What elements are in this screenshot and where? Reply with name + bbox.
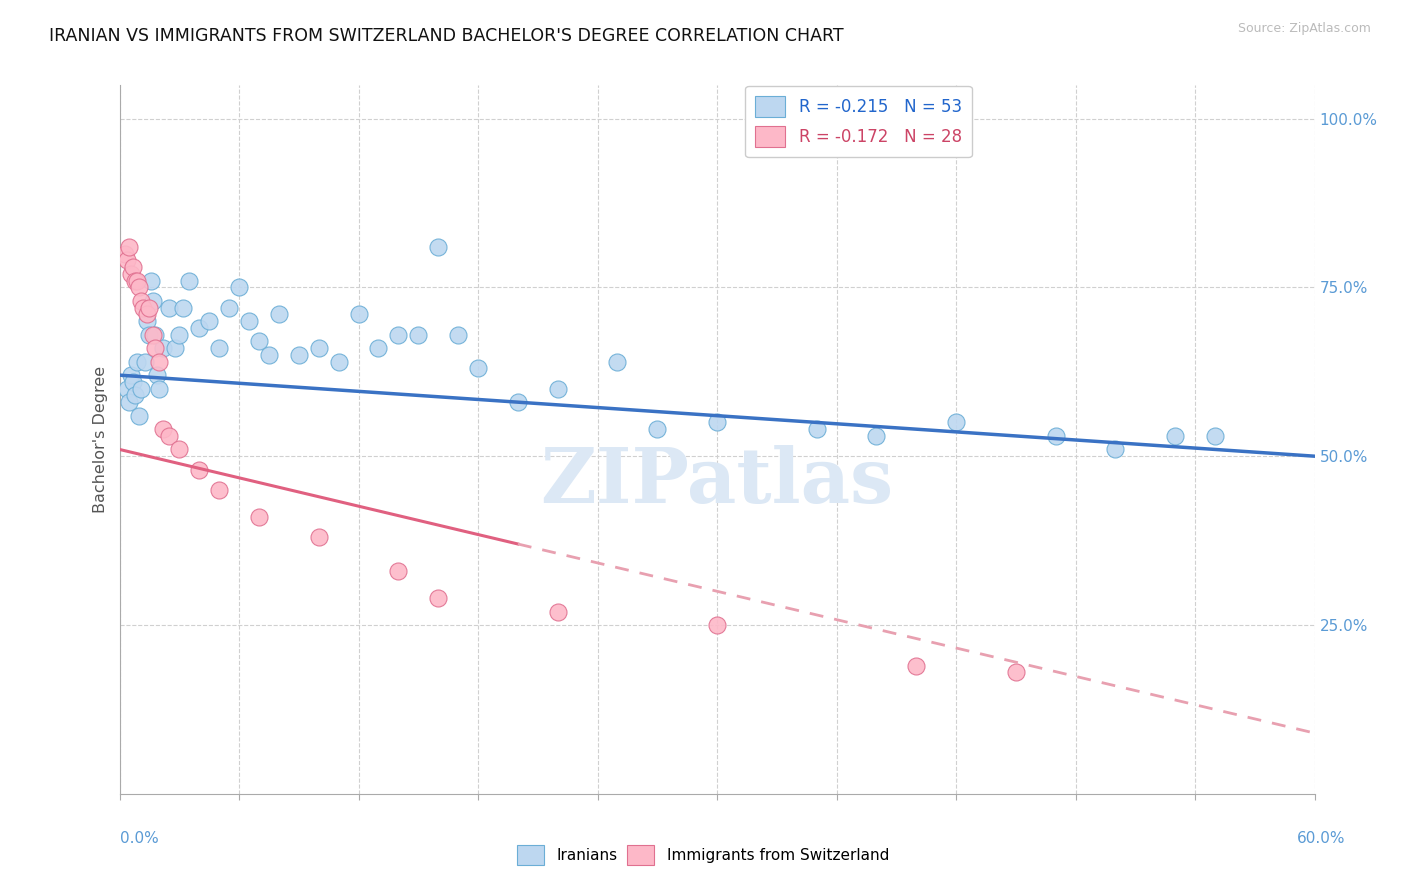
Point [1005, 665, 1028, 680]
Point [387, 327, 409, 342]
Point [347, 307, 370, 321]
Text: 60.0%: 60.0% [1298, 831, 1346, 846]
Point [121, 267, 143, 281]
Point [136, 307, 159, 321]
Legend: R = -0.215   N = 53, R = -0.172   N = 28: R = -0.215 N = 53, R = -0.172 N = 28 [745, 86, 972, 157]
Point [427, 591, 450, 605]
Point [1164, 429, 1187, 443]
Text: ZIPatlas: ZIPatlas [540, 445, 894, 519]
Point [145, 327, 166, 342]
Point [114, 246, 136, 260]
Point [131, 293, 153, 308]
Point [136, 314, 159, 328]
Point [208, 483, 231, 497]
Point [308, 530, 330, 544]
Point [131, 382, 153, 396]
Point [118, 395, 141, 409]
Point [547, 605, 569, 619]
Text: 0.0%: 0.0% [120, 831, 159, 846]
Point [267, 307, 290, 321]
Point [188, 463, 211, 477]
Point [308, 341, 330, 355]
Point [208, 341, 231, 355]
Point [547, 382, 569, 396]
Point [1045, 429, 1067, 443]
Point [169, 327, 191, 342]
Point [138, 327, 160, 342]
Point [367, 341, 389, 355]
Point [148, 382, 170, 396]
Point [647, 422, 669, 436]
Point [179, 274, 201, 288]
Point [146, 368, 169, 383]
Legend: Iranians, Immigrants from Switzerland: Iranians, Immigrants from Switzerland [510, 839, 896, 871]
Point [427, 240, 450, 254]
Point [945, 416, 967, 430]
Point [124, 388, 146, 402]
Point [117, 253, 139, 268]
Point [152, 422, 174, 436]
Point [328, 354, 350, 368]
Text: Source: ZipAtlas.com: Source: ZipAtlas.com [1237, 22, 1371, 36]
Point [127, 274, 149, 288]
Point [117, 382, 139, 396]
Point [132, 301, 155, 315]
Point [142, 327, 165, 342]
Point [141, 274, 163, 288]
Point [145, 341, 166, 355]
Point [148, 354, 170, 368]
Point [467, 361, 489, 376]
Point [172, 301, 194, 315]
Point [165, 341, 187, 355]
Point [122, 260, 145, 274]
Point [257, 348, 280, 362]
Point [138, 301, 160, 315]
Point [606, 354, 628, 368]
Point [408, 327, 430, 342]
Point [247, 510, 270, 524]
Point [806, 422, 828, 436]
Point [157, 429, 180, 443]
Point [122, 375, 145, 389]
Point [387, 564, 409, 578]
Point [905, 658, 928, 673]
Point [447, 327, 470, 342]
Point [1104, 442, 1126, 457]
Point [238, 314, 260, 328]
Text: IRANIAN VS IMMIGRANTS FROM SWITZERLAND BACHELOR'S DEGREE CORRELATION CHART: IRANIAN VS IMMIGRANTS FROM SWITZERLAND B… [49, 27, 844, 45]
Point [124, 274, 146, 288]
Point [127, 354, 149, 368]
Point [157, 301, 180, 315]
Point [121, 368, 143, 383]
Y-axis label: Bachelor's Degree: Bachelor's Degree [93, 366, 108, 513]
Point [134, 354, 156, 368]
Point [152, 341, 174, 355]
Point [188, 321, 211, 335]
Point [288, 348, 311, 362]
Point [128, 409, 150, 423]
Point [706, 618, 728, 632]
Point [169, 442, 191, 457]
Point [1204, 429, 1226, 443]
Point [865, 429, 887, 443]
Point [506, 395, 529, 409]
Point [198, 314, 221, 328]
Point [128, 280, 150, 294]
Point [247, 334, 270, 349]
Point [228, 280, 250, 294]
Point [706, 416, 728, 430]
Point [218, 301, 240, 315]
Point [142, 293, 165, 308]
Point [118, 240, 141, 254]
